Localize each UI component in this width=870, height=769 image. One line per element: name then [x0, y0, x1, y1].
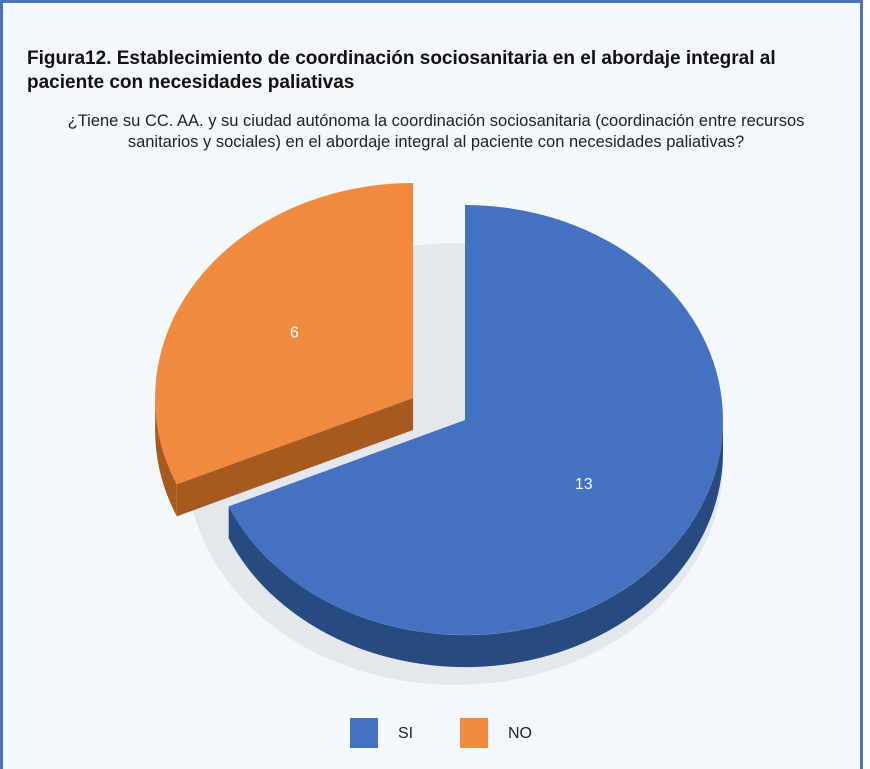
legend-label: SI [398, 725, 413, 742]
chart-title: Figura12. Establecimiento de coordinació… [27, 48, 776, 93]
data-label: 6 [290, 325, 299, 342]
legend-swatch [350, 718, 378, 748]
slice-cut [176, 397, 414, 517]
slice-side [155, 398, 177, 517]
slice-side [228, 420, 724, 668]
legend-swatch [460, 718, 488, 748]
slice [155, 182, 414, 485]
chart-subtitle: ¿Tiene su CC. AA. y su ciudad autónoma l… [67, 112, 805, 151]
data-label: 13 [575, 476, 593, 493]
slice [228, 205, 723, 635]
legend-label: NO [508, 725, 532, 742]
